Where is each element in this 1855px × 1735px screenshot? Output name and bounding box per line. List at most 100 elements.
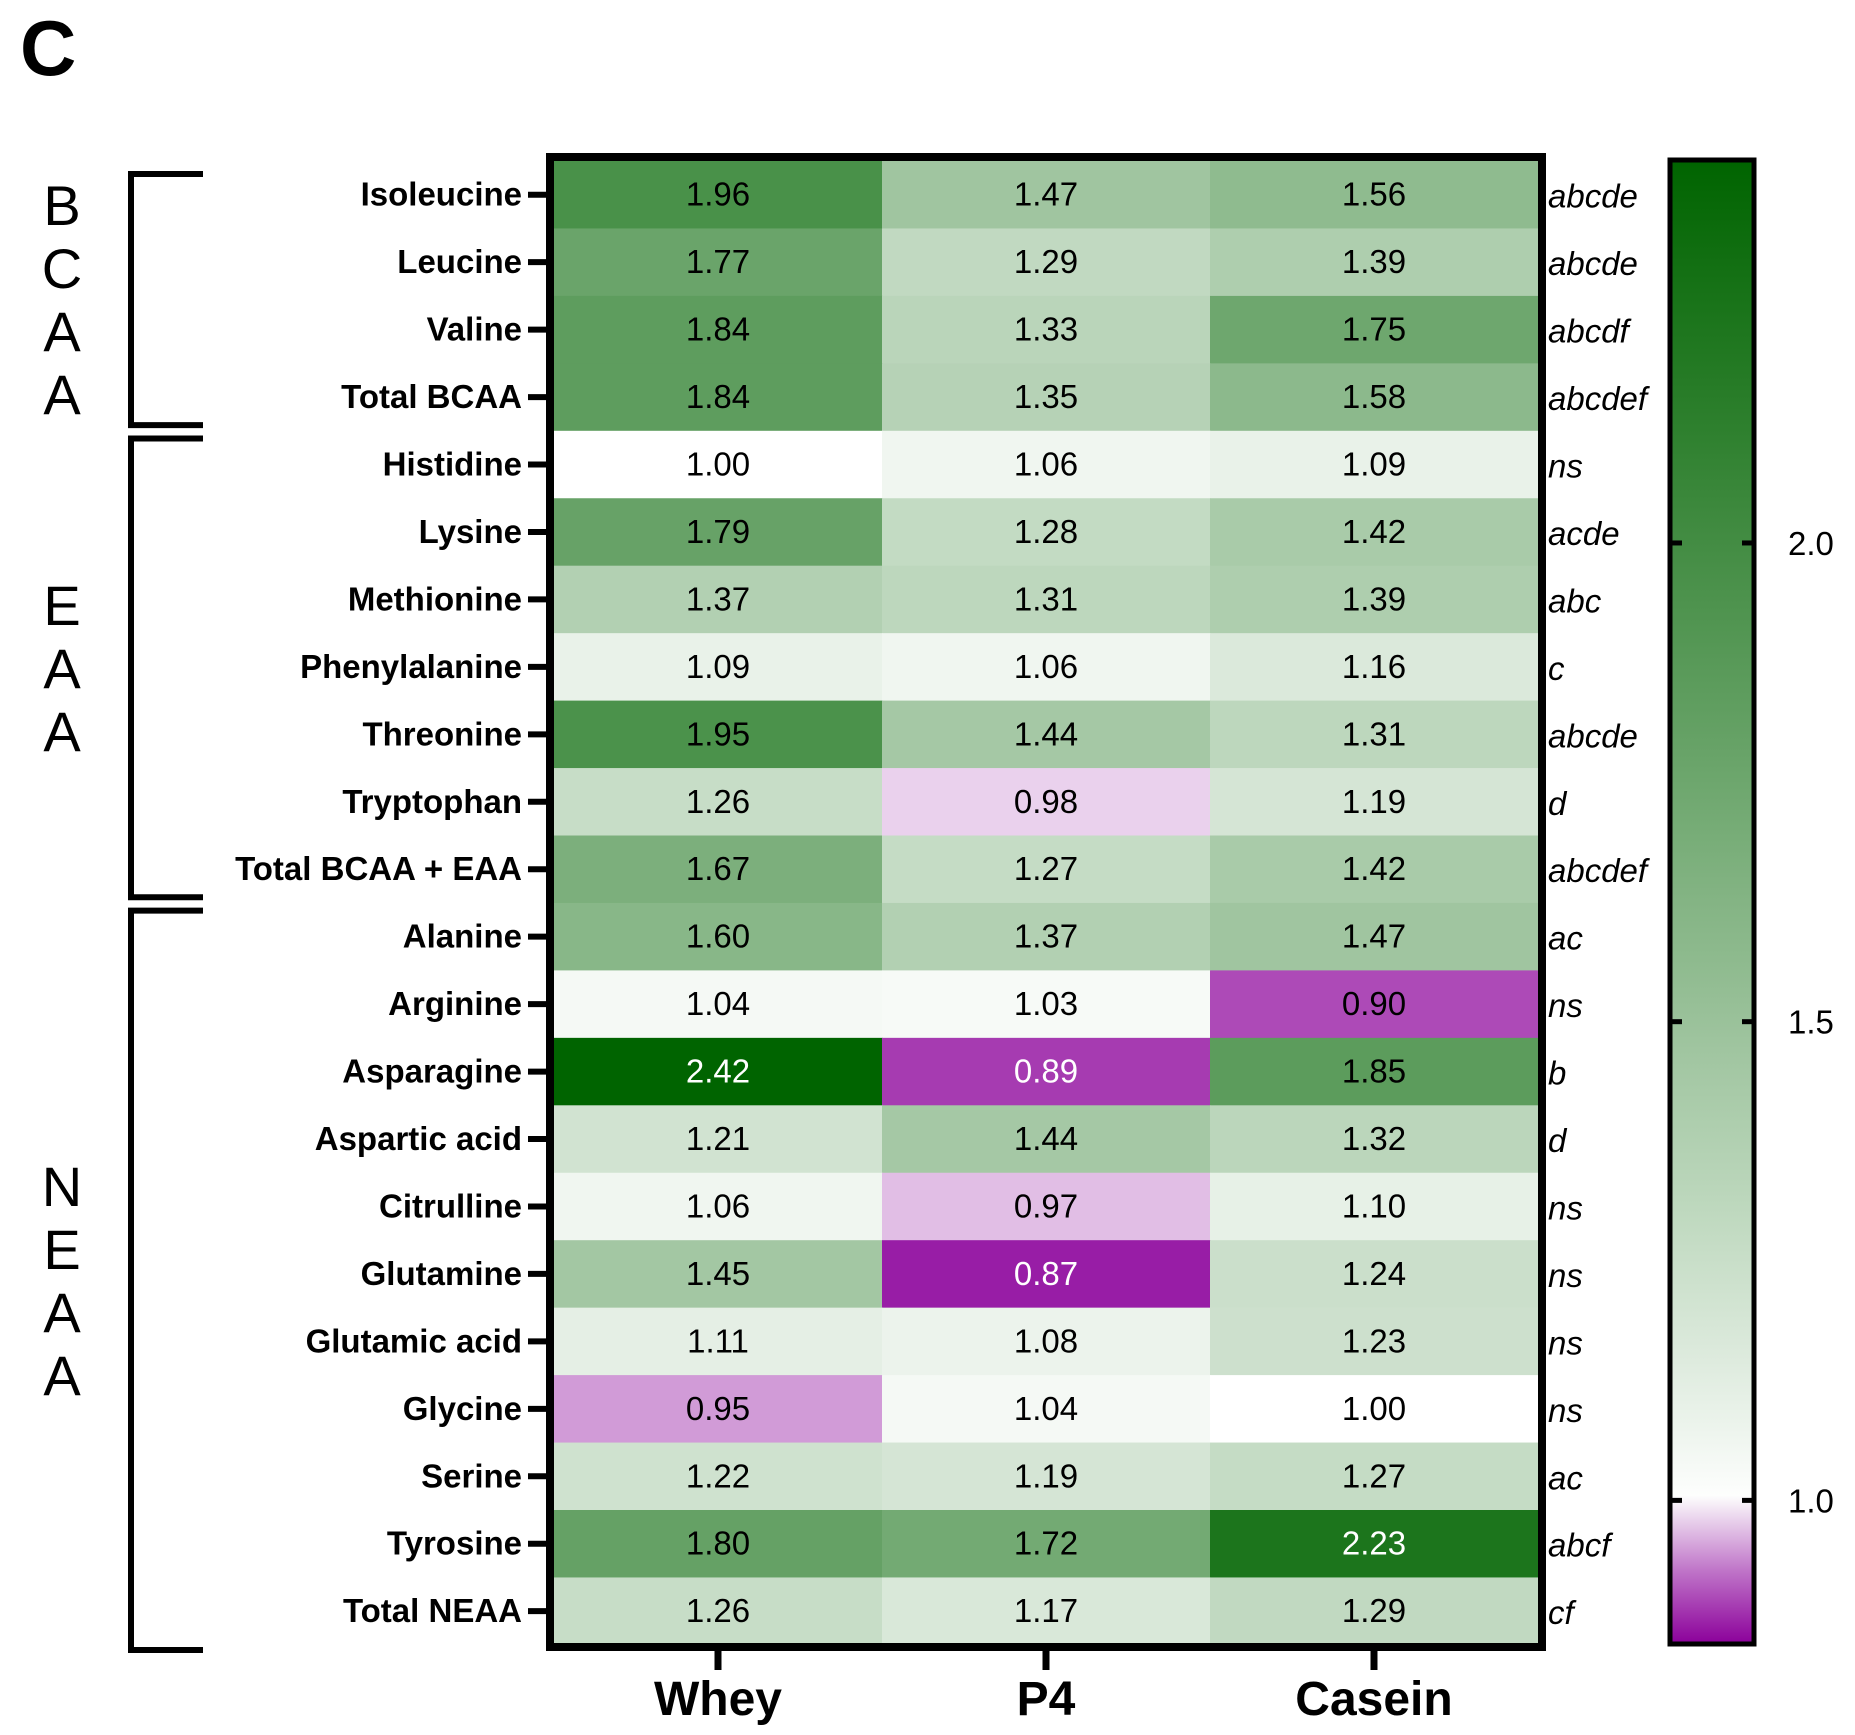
heatmap-cell [554,902,883,971]
heatmap-cell [554,498,883,567]
significance-label: abcdef [1548,380,1651,417]
cell-value-label: 1.75 [1342,311,1406,348]
cell-value-label: 1.19 [1014,1457,1078,1494]
heatmap-cell [882,228,1211,297]
group-label-letter: A [43,363,81,426]
cell-value-label: 0.97 [1014,1187,1078,1224]
colorbar-tick-label: 1.5 [1788,1004,1834,1041]
cell-value-label: 2.23 [1342,1525,1406,1562]
heatmap-cell [554,295,883,364]
cell-value-label: 1.09 [1342,446,1406,483]
heatmap-cell [554,1442,883,1511]
heatmap-cell [882,1442,1211,1511]
significance-label: abcdf [1548,313,1633,350]
heatmap-cell [1210,363,1539,432]
heatmap-cell [554,430,883,499]
group-label-letter: A [43,300,81,363]
row-label: Glutamic acid [306,1322,522,1359]
row-label: Arginine [388,985,522,1022]
heatmap-cell [882,498,1211,567]
cell-value-label: 0.90 [1342,985,1406,1022]
row-label: Total NEAA [343,1592,522,1629]
heatmap-cell [1210,1510,1539,1579]
cell-value-label: 1.60 [686,918,750,955]
cell-value-label: 1.24 [1342,1255,1406,1292]
cell-value-label: 0.95 [686,1390,750,1427]
heatmap-cell [554,1240,883,1309]
significance-label: d [1548,1122,1568,1159]
significance-label: ns [1548,1189,1583,1226]
row-label: Tyrosine [387,1525,522,1562]
cell-value-label: 1.84 [686,378,750,415]
heatmap-cell [1210,161,1539,230]
heatmap-cell [554,1105,883,1174]
row-label: Total BCAA [341,378,522,415]
row-label: Methionine [348,580,522,617]
significance-label: abcde [1548,178,1638,215]
heatmap-cell [554,768,883,837]
heatmap-cells: 1.96 1.47 1.56 1.77 1.29 1.39 1.84 1.33 1.75 1.84… [554,161,1539,1646]
heatmap-cell [554,1577,883,1646]
heatmap-border [546,153,1546,1651]
heatmap-cell [882,161,1211,230]
heatmap-cell [882,363,1211,432]
heatmap-cell [1210,295,1539,364]
cell-value-label: 1.29 [1342,1592,1406,1629]
cell-value-label: 1.29 [1014,243,1078,280]
heatmap-cell [882,1510,1211,1579]
cell-value-label: 1.44 [1014,1120,1078,1157]
heatmap-cell [1210,1240,1539,1309]
heatmap-cell [882,1307,1211,1376]
cell-value-label: 1.35 [1014,378,1078,415]
row-label: Glycine [403,1390,522,1427]
heatmap-cell [554,1307,883,1376]
significance-label: acde [1548,515,1620,552]
significance-label: d [1548,785,1568,822]
cell-value-label: 1.47 [1342,918,1406,955]
heatmap-cell [882,902,1211,971]
row-label: Threonine [362,715,522,752]
heatmap-cell [1210,835,1539,904]
cell-value-label: 1.06 [1014,648,1078,685]
cell-value-label: 1.32 [1342,1120,1406,1157]
cell-value-label: 1.00 [1342,1390,1406,1427]
cell-value-label: 1.11 [687,1322,749,1359]
heatmap-cell [554,633,883,702]
cell-value-label: 2.42 [686,1053,750,1090]
significance-label: abcde [1548,245,1638,282]
significance-label: cf [1548,1594,1578,1631]
cell-value-label: 1.09 [686,648,750,685]
heatmap-cell [882,430,1211,499]
significance-label: ns [1548,1324,1583,1361]
heatmap-cell [1210,565,1539,634]
heatmap-cell [1210,1577,1539,1646]
cell-value-label: 1.23 [1342,1322,1406,1359]
cell-value-label: 1.39 [1342,580,1406,617]
group-label-letter: A [43,700,81,763]
heatmap-cell [1210,902,1539,971]
heatmap-cell [554,700,883,769]
cell-value-label: 1.19 [1342,783,1406,820]
group-label-letter: E [43,574,80,637]
group-label-letter: A [43,1281,81,1344]
group-label-letter: B [43,174,80,237]
significance-label: b [1548,1055,1566,1092]
significance-label: ac [1548,1459,1583,1496]
cell-value-label: 1.84 [686,311,750,348]
significance-label: abcf [1548,1527,1614,1564]
cell-value-label: 1.22 [686,1457,750,1494]
cell-value-label: 1.31 [1014,580,1078,617]
row-label: Valine [427,311,522,348]
cell-value-label: 0.89 [1014,1053,1078,1090]
group-label-letter: A [43,637,81,700]
cell-value-label: 1.42 [1342,513,1406,550]
heatmap-cell [554,363,883,432]
heatmap-cell [882,835,1211,904]
heatmap-cell [882,1105,1211,1174]
row-label: Serine [421,1457,522,1494]
heatmap-cell [554,835,883,904]
cell-value-label: 1.27 [1342,1457,1406,1494]
heatmap-cell [882,768,1211,837]
cell-value-label: 1.31 [1342,715,1406,752]
